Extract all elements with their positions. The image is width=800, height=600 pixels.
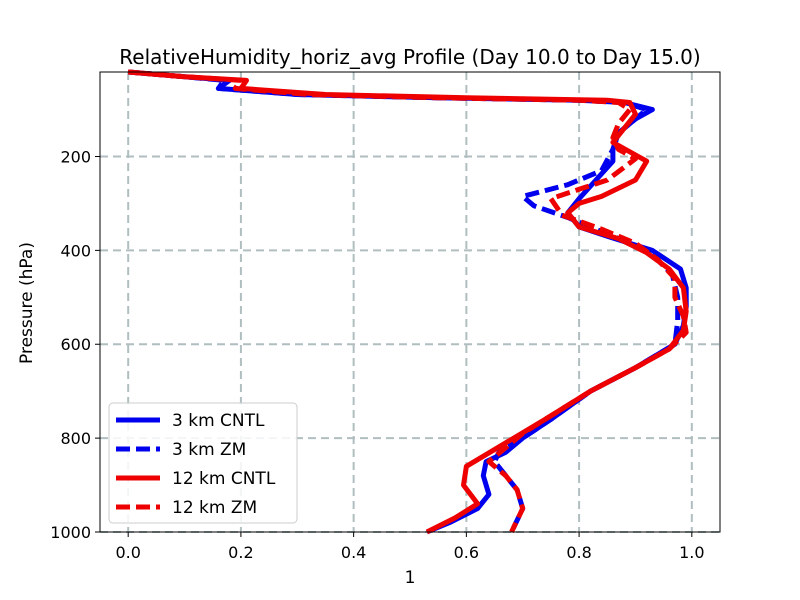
y-tick-label: 200: [60, 147, 91, 166]
series-line-3-km-zm: [127, 69, 681, 534]
legend-label: 12 km ZM: [172, 498, 257, 518]
y-tick-label: 1000: [50, 523, 91, 542]
legend-label: 3 km ZM: [172, 440, 246, 460]
legend-label: 3 km CNTL: [172, 411, 265, 431]
legend-box: [108, 402, 298, 524]
x-tick-label: 0.0: [115, 543, 140, 562]
axis-ticks: 0.0 0.2 0.4 0.6 0.8 1.0 200 400 600 800 1000: [50, 147, 704, 562]
x-tick-label: 0.6: [454, 543, 479, 562]
series-line-12-km-zm: [127, 69, 689, 534]
plot-frame: [99, 71, 721, 533]
y-tick-label: 400: [60, 241, 91, 260]
x-tick-label: 1.0: [679, 543, 704, 562]
x-tick-label: 0.2: [228, 543, 253, 562]
y-axis-title: Pressure (hPa): [17, 242, 37, 364]
x-tick-label: 0.8: [566, 543, 591, 562]
y-tick-label: 800: [60, 429, 91, 448]
x-tick-label: 0.4: [341, 543, 366, 562]
y-tick-label: 600: [60, 335, 91, 354]
chart-title: RelativeHumidity_horiz_avg Profile (Day …: [119, 45, 700, 69]
x-axis-title: 1: [405, 568, 416, 588]
legend-label: 12 km CNTL: [172, 469, 276, 489]
series-lines: [127, 69, 689, 535]
legend: 3 km CNTL 3 km ZM 12 km CNTL 12 km ZM: [108, 402, 298, 524]
